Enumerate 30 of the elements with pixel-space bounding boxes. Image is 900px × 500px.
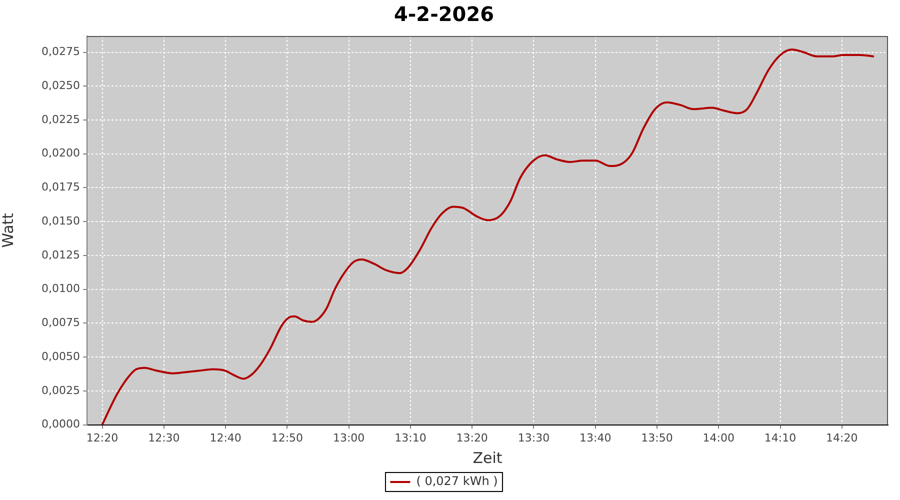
x-tick-label: 14:10 bbox=[764, 431, 796, 444]
x-tick-label: 13:50 bbox=[641, 431, 673, 444]
y-tick-label: 0,0150 bbox=[42, 214, 80, 228]
y-tick-label: 0,0250 bbox=[42, 78, 80, 92]
x-tick-label: 12:30 bbox=[148, 431, 180, 444]
x-tick-label: 13:10 bbox=[394, 431, 426, 444]
x-tick-label: 13:30 bbox=[518, 431, 550, 444]
x-tick-label: 12:50 bbox=[271, 431, 304, 444]
y-tick-label: 0,0000 bbox=[42, 418, 80, 431]
y-tick-label: 0,0225 bbox=[42, 112, 80, 126]
y-tick-label: 0,0050 bbox=[42, 350, 80, 363]
x-tick-label: 13:00 bbox=[332, 431, 365, 444]
x-tick-label: 12:40 bbox=[210, 431, 242, 444]
x-tick-label: 13:40 bbox=[580, 431, 612, 444]
line-series bbox=[101, 48, 874, 425]
x-tick-label: 14:00 bbox=[702, 431, 734, 444]
chart-title: 4-2-2026 bbox=[394, 2, 494, 26]
x-tick-label: 12:20 bbox=[86, 431, 118, 444]
y-axis-title: Watt bbox=[0, 212, 17, 248]
y-tick-label: 0,0125 bbox=[42, 248, 80, 262]
y-tick-label: 0,0100 bbox=[42, 282, 80, 296]
y-tick-label: 0,0175 bbox=[42, 180, 80, 194]
y-tick-label: 0,0275 bbox=[42, 45, 80, 58]
x-axis-title: Zeit bbox=[472, 448, 502, 467]
legend-label: ( 0,027 kWh ) bbox=[416, 474, 498, 488]
x-tick-label: 13:20 bbox=[456, 431, 488, 444]
y-tick-label: 0,0200 bbox=[42, 146, 80, 160]
y-tick-label: 0,0075 bbox=[42, 316, 80, 330]
y-tick-label: 0,0025 bbox=[42, 384, 80, 397]
x-tick-label: 14:20 bbox=[826, 431, 858, 444]
